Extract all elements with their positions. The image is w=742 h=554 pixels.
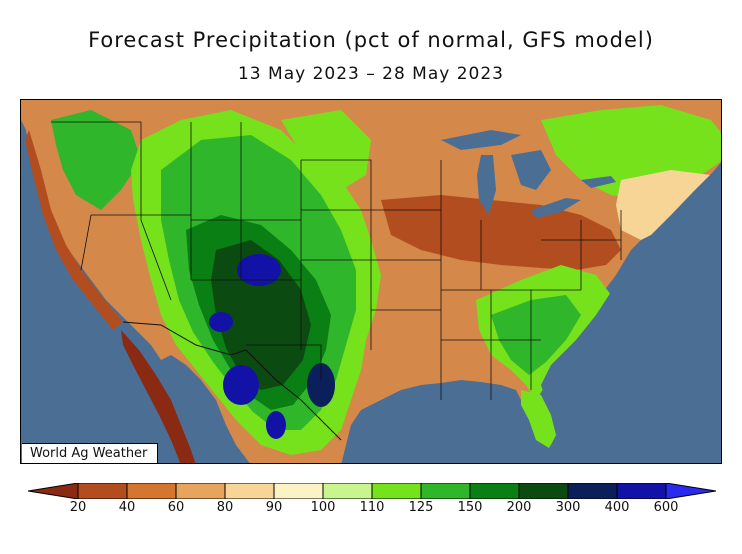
southeast-wet-zone-inner	[491, 295, 581, 375]
legend-swatch	[322, 483, 373, 499]
legend-tick-label: 400	[604, 500, 630, 515]
northern-plains-wet-zone	[281, 110, 371, 190]
legend-swatch	[126, 483, 177, 499]
precipitation-map	[20, 99, 722, 464]
legend-tick-label: 125	[408, 500, 434, 515]
state-borders	[51, 121, 622, 400]
legend-swatch	[469, 483, 520, 499]
legend-tick-label: 20	[69, 500, 87, 515]
legend-swatch	[420, 483, 471, 499]
lake-erie	[531, 198, 581, 218]
max-precip-coahuila	[266, 411, 286, 439]
legend-tick-label: 40	[118, 500, 136, 515]
lake-huron	[511, 150, 551, 190]
max-precip-new-mexico	[209, 312, 233, 332]
florida-peninsula	[521, 390, 556, 448]
gulf-of-mexico	[351, 398, 541, 463]
legend-swatch	[567, 483, 618, 499]
lake-superior	[441, 130, 521, 150]
legend-lower-arrow	[28, 483, 79, 499]
atlantic-ocean	[541, 162, 721, 463]
page-title: Forecast Precipitation (pct of normal, G…	[88, 28, 654, 52]
northeast-light-zone	[616, 170, 711, 240]
lake-ontario	[581, 176, 616, 188]
legend-tick-label: 60	[167, 500, 185, 515]
max-precip-colorado	[237, 254, 281, 286]
legend-tick-label: 110	[359, 500, 385, 515]
us-mexico-border	[122, 321, 342, 441]
legend-tick-label: 200	[506, 500, 532, 515]
legend-swatch	[518, 483, 569, 499]
date-range: 13 May 2023 – 28 May 2023	[237, 64, 504, 84]
legend-tick-label: 90	[265, 500, 283, 515]
legend-swatch	[224, 483, 275, 499]
map-canvas	[21, 100, 721, 463]
southwest-wet-zone-core	[211, 240, 311, 390]
credit-label: World Ag Weather	[22, 443, 159, 463]
legend-swatch	[616, 483, 667, 499]
max-precip-chihuahua	[223, 365, 259, 405]
lake-michigan	[477, 155, 496, 215]
gulf-of-california	[171, 355, 226, 435]
legend-tick-label: 80	[216, 500, 234, 515]
baja-peninsula	[121, 330, 196, 463]
pacific-nw-wet-zone	[51, 110, 141, 210]
legend-tick-label: 150	[457, 500, 483, 515]
legend-upper-arrow	[665, 483, 716, 499]
pacific-coast-band	[25, 130, 123, 330]
legend-color-bar	[28, 483, 716, 499]
max-precip-west-texas	[307, 363, 335, 407]
legend-tick-label: 100	[310, 500, 336, 515]
legend-swatch	[175, 483, 226, 499]
legend-tick-label: 600	[653, 500, 679, 515]
legend-swatch	[273, 483, 324, 499]
legend-swatch	[371, 483, 422, 499]
legend-swatch	[77, 483, 128, 499]
legend-tick-label: 300	[555, 500, 581, 515]
